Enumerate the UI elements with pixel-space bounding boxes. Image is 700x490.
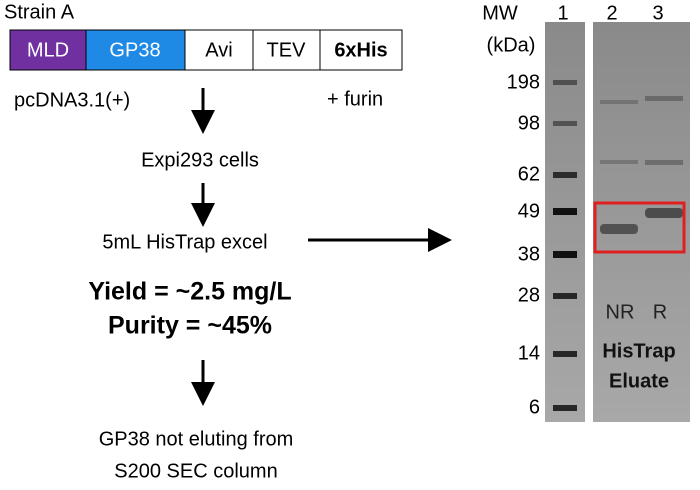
lane-label: NR [606, 301, 635, 323]
gel [545, 22, 690, 422]
purity: Purity = ~45% [108, 312, 272, 340]
strain-label: Strain A [4, 1, 75, 23]
marker-label: 14 [518, 342, 540, 364]
ladder [553, 80, 577, 411]
lane-number: 1 [557, 2, 568, 24]
step: Expi293 cells [141, 149, 259, 171]
segment [184, 29, 254, 71]
segment [319, 29, 403, 71]
segment [85, 29, 186, 71]
lane-number: 3 [652, 2, 663, 24]
sample-label: HisTrap [602, 340, 675, 362]
outcome: S200 SEC column [114, 460, 277, 482]
sample-label: Eluate [609, 370, 669, 392]
marker-label: 28 [518, 284, 540, 306]
marker-label: 98 [518, 112, 540, 134]
arrows [191, 88, 452, 406]
segment-label: GP38 [109, 39, 160, 61]
sample-bands [600, 96, 683, 234]
marker-label: 49 [518, 200, 540, 222]
marker-label: 6 [529, 396, 540, 418]
mw-header: (kDa) [487, 34, 536, 56]
yield: Yield = ~2.5 mg/L [88, 278, 291, 306]
vector-label: pcDNA3.1(+) [14, 89, 130, 111]
segment-label: TEV [267, 39, 307, 61]
segment-label: MLD [27, 39, 69, 61]
lane-label: R [653, 301, 667, 323]
segment-label: Avi [205, 39, 232, 61]
marker-label: 62 [518, 163, 540, 185]
mw-header: MW [482, 2, 518, 24]
furin-label: + furin [327, 88, 383, 110]
marker-label: 38 [518, 243, 540, 265]
marker-label: 198 [507, 71, 540, 93]
segment [9, 29, 87, 71]
construct-map [9, 29, 403, 71]
gel-lanes-2-3 [593, 22, 690, 422]
lane-number: 2 [606, 2, 617, 24]
step: 5mL HisTrap excel [102, 231, 267, 253]
segment-label: 6xHis [334, 39, 387, 61]
marker-labels: 198 98 62 49 38 28 14 6 [507, 71, 540, 418]
outcome: GP38 not eluting from [99, 428, 294, 450]
highlight-box [593, 201, 686, 254]
